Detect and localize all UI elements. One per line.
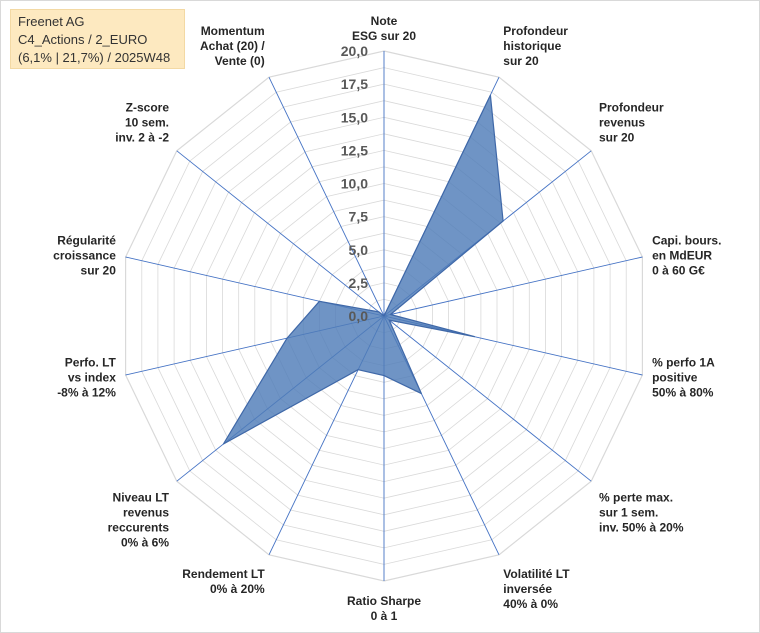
axis-label-line: Profondeur bbox=[503, 24, 568, 38]
axis-label-line: inv. 50% à 20% bbox=[599, 521, 684, 535]
axis-label-line: Capi. bours. bbox=[652, 233, 721, 247]
axis-label-line: Volatilité LT bbox=[503, 567, 570, 581]
tick-label: 17,5 bbox=[341, 76, 368, 92]
tick-label: 12,5 bbox=[341, 142, 368, 158]
axis-label-line: Vente (0) bbox=[215, 54, 265, 68]
axis-label-line: 0% à 20% bbox=[210, 582, 265, 596]
axis-label-line: historique bbox=[503, 39, 561, 53]
axis-label: Volatilité LT inversée 40% à 0% bbox=[503, 567, 570, 611]
tick-label: 0,0 bbox=[349, 308, 369, 324]
chart-title-box: Freenet AG C4_Actions / 2_EURO (6,1% | 2… bbox=[10, 9, 185, 69]
axis-label: Capi. bours. en MdEUR 0 à 60 G€ bbox=[652, 233, 721, 277]
axis-label-line: Profondeur bbox=[599, 101, 664, 115]
axis-label-line: 10 sem. bbox=[125, 116, 169, 130]
axis-label: Régularité croissance sur 20 bbox=[53, 233, 116, 277]
axis-label-line: reccurents bbox=[108, 521, 170, 535]
axis-label-line: inversée bbox=[503, 582, 552, 596]
axis-label-line: 0 à 60 G€ bbox=[652, 263, 705, 277]
axis-label-line: Z-score bbox=[126, 101, 170, 115]
axis-label-line: sur 20 bbox=[599, 131, 635, 145]
axis-label-line: % perte max. bbox=[599, 491, 673, 505]
axis-label-line: revenus bbox=[123, 506, 169, 520]
axis-label: % perfo 1A positive 50% à 80% bbox=[652, 356, 715, 400]
axis-spoke bbox=[383, 315, 592, 482]
axis-label: Note ESG sur 20 bbox=[352, 14, 416, 43]
tick-label: 2,5 bbox=[349, 275, 369, 291]
axis-label-line: revenus bbox=[599, 116, 645, 130]
axis-spoke bbox=[176, 150, 385, 317]
axis-label-line: Note bbox=[371, 14, 398, 28]
tick-labels: 0,0 2,5 5,0 7,5 10,0 12,5 15,0 17,5 20,0 bbox=[341, 43, 368, 324]
tick-label: 20,0 bbox=[341, 43, 368, 59]
axis-label: Ratio Sharpe 0 à 1 bbox=[347, 594, 421, 623]
axis-label: Z-score 10 sem. inv. 2 à -2 bbox=[115, 101, 169, 145]
axis-label-line: positive bbox=[652, 371, 698, 385]
title-line-company: Freenet AG bbox=[18, 14, 85, 29]
axis-label-line: Ratio Sharpe bbox=[347, 594, 421, 608]
series-area bbox=[222, 94, 504, 445]
axis-label: % perte max. sur 1 sem. inv. 50% à 20% bbox=[599, 491, 684, 535]
axis-label-line: Régularité bbox=[57, 233, 116, 247]
axis-label-line: -8% à 12% bbox=[57, 386, 116, 400]
axis-label-line: sur 20 bbox=[503, 54, 539, 68]
axis-label-line: en MdEUR bbox=[652, 248, 712, 262]
axis-label: Profondeur historique sur 20 bbox=[503, 24, 568, 68]
axis-label-line: sur 20 bbox=[81, 263, 117, 277]
axis-label: Momentum Achat (20) / Vente (0) bbox=[200, 24, 265, 68]
axis-label-line: ESG sur 20 bbox=[352, 29, 416, 43]
axis-label-line: sur 1 sem. bbox=[599, 506, 658, 520]
tick-label: 7,5 bbox=[349, 209, 369, 225]
series bbox=[222, 94, 504, 445]
axis-label-line: Niveau LT bbox=[113, 491, 170, 505]
axis-label-line: Achat (20) / bbox=[200, 39, 265, 53]
axis-label-line: 40% à 0% bbox=[503, 597, 558, 611]
axis-label: Profondeur revenus sur 20 bbox=[599, 101, 664, 145]
tick-label: 5,0 bbox=[349, 242, 369, 258]
axis-label-line: Rendement LT bbox=[182, 567, 265, 581]
axis-label-line: croissance bbox=[53, 248, 116, 262]
axis-label-line: % perfo 1A bbox=[652, 356, 715, 370]
axis-label-line: 0 à 1 bbox=[371, 609, 398, 623]
axis-label-line: vs index bbox=[68, 371, 116, 385]
axis-spoke bbox=[268, 77, 385, 317]
tick-label: 10,0 bbox=[341, 176, 368, 192]
title-line-category: C4_Actions / 2_EURO bbox=[18, 32, 148, 47]
axis-label-line: 0% à 6% bbox=[121, 536, 169, 550]
axis-labels: Note ESG sur 20 Profondeur historique sur 20… bbox=[53, 14, 721, 623]
axis-label: Perfo. LT vs index -8% à 12% bbox=[57, 356, 116, 400]
axis-label-line: Perfo. LT bbox=[65, 356, 117, 370]
axis-label-line: 50% à 80% bbox=[652, 386, 714, 400]
axis-spoke bbox=[383, 256, 643, 317]
axis-label-line: Momentum bbox=[201, 24, 265, 38]
axis-label: Niveau LT revenus reccurents 0% à 6% bbox=[108, 491, 170, 550]
axis-label-line: inv. 2 à -2 bbox=[115, 131, 169, 145]
title-line-stats: (6,1% | 21,7%) / 2025W48 bbox=[18, 50, 171, 65]
tick-label: 15,0 bbox=[341, 109, 368, 125]
axis-label: Rendement LT 0% à 20% bbox=[182, 567, 265, 596]
